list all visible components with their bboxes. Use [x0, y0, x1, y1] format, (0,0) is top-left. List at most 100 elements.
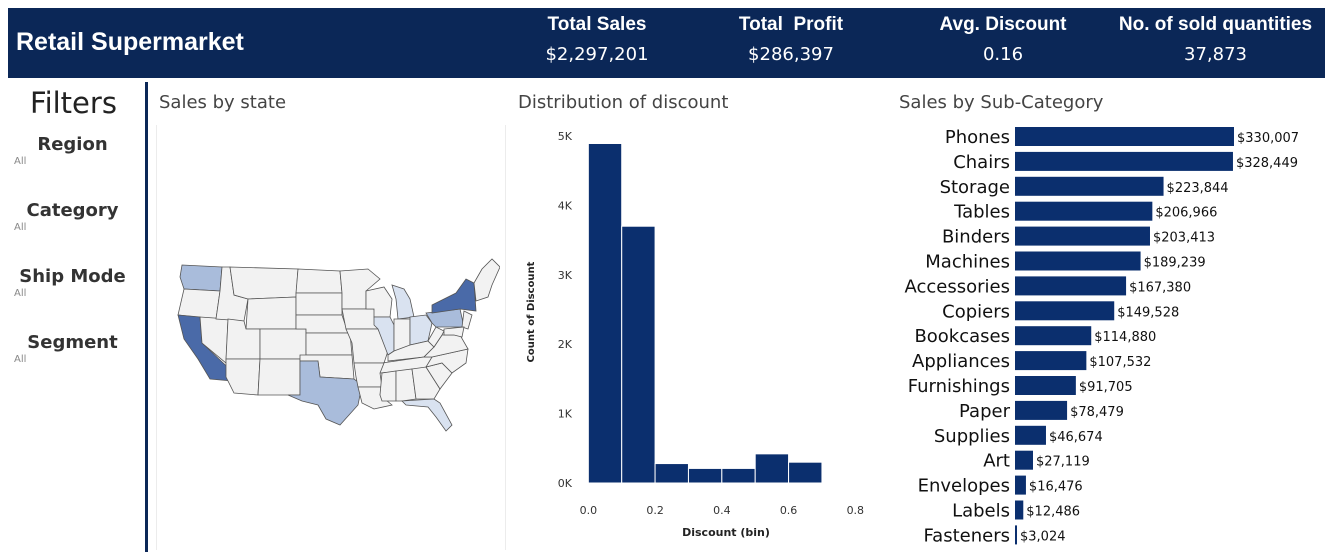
map-title: Sales by state — [159, 92, 287, 113]
histogram-bar[interactable] — [654, 463, 689, 484]
state-kansas[interactable] — [305, 332, 353, 356]
state-georgia[interactable] — [411, 366, 441, 400]
filter-label: Segment — [27, 332, 118, 353]
category-label: Accessories — [905, 276, 1011, 297]
histogram-bar[interactable] — [788, 461, 823, 484]
category-label: Fasteners — [923, 525, 1010, 546]
state-ohio[interactable] — [409, 314, 433, 346]
subcategory-bar[interactable] — [1015, 376, 1076, 395]
state-arkansas[interactable] — [353, 362, 385, 388]
state-south-dakota[interactable] — [295, 292, 343, 316]
subcategory-bar[interactable] — [1015, 525, 1018, 545]
kpi-avg-discount: Avg. Discount 0.16 — [928, 12, 1078, 72]
y-tick-label: 0K — [558, 477, 573, 490]
value-label: $3,024 — [1020, 529, 1066, 544]
value-label: $167,380 — [1129, 280, 1191, 295]
filter-label: Ship Mode — [19, 266, 126, 287]
category-label: Labels — [952, 501, 1010, 522]
value-label: $91,705 — [1079, 380, 1133, 395]
state-wyoming[interactable] — [245, 296, 297, 330]
x-tick-label: 0.6 — [780, 504, 798, 517]
state-washington[interactable] — [179, 264, 223, 292]
filter-segment[interactable]: Segment All — [0, 332, 145, 365]
panel-divider — [505, 125, 506, 550]
subcategory-bar[interactable] — [1015, 351, 1087, 371]
subcategory-bar[interactable] — [1015, 425, 1046, 445]
state-north-dakota[interactable] — [295, 268, 343, 294]
subcategory-bar[interactable] — [1015, 201, 1153, 221]
state-new-mexico[interactable] — [257, 358, 301, 396]
subcategory-bar[interactable] — [1015, 301, 1115, 321]
state-maryland[interactable] — [443, 326, 465, 338]
state-alabama[interactable] — [395, 368, 417, 402]
kpi-value: 0.16 — [982, 44, 1024, 65]
x-tick-label: 0.8 — [847, 504, 865, 517]
state-michigan[interactable] — [391, 284, 415, 320]
value-label: $189,239 — [1144, 256, 1206, 271]
header-banner: Retail Supermarket Total Sales $2,297,20… — [8, 8, 1325, 78]
state-mississippi[interactable] — [379, 370, 397, 402]
subcategory-bar-chart: Phones $330,007 Chairs $328,449 Storage $223,… — [905, 127, 1299, 546]
category-label: Paper — [959, 401, 1011, 422]
value-label: $330,007 — [1237, 131, 1299, 146]
x-tick-label: 0.0 — [580, 504, 598, 517]
subcategory-bar[interactable] — [1015, 500, 1024, 520]
filters-title: Filters — [30, 86, 117, 120]
value-label: $78,479 — [1070, 405, 1124, 420]
value-label: $203,413 — [1153, 231, 1215, 246]
state-arizona[interactable] — [225, 358, 261, 396]
subcategory-bar[interactable] — [1015, 127, 1234, 146]
state-new-york[interactable] — [431, 278, 477, 314]
value-label: $27,119 — [1036, 455, 1090, 470]
category-label: Furnishings — [908, 376, 1010, 397]
filter-region[interactable]: Region All — [0, 134, 145, 167]
filter-category[interactable]: Category All — [0, 200, 145, 233]
filter-label: Category — [26, 200, 119, 221]
histogram-bar[interactable] — [721, 467, 756, 484]
state-montana[interactable] — [229, 266, 299, 300]
kpi-total-profit: Total Profit $286,397 — [720, 12, 862, 72]
kpi-label: Avg. Discount — [939, 14, 1067, 35]
subcategory-bar[interactable] — [1015, 475, 1026, 495]
value-label: $223,844 — [1167, 181, 1229, 196]
histogram-bar[interactable] — [587, 142, 623, 484]
state-new-england[interactable] — [473, 258, 500, 302]
subcategory-bar[interactable] — [1015, 226, 1150, 246]
app-title: Retail Supermarket — [16, 28, 244, 56]
bar-chart-title: Sales by Sub-Category — [899, 92, 1104, 113]
filter-value[interactable]: All — [14, 222, 27, 233]
state-west-virginia[interactable] — [427, 326, 445, 348]
y-tick-label: 1K — [558, 408, 573, 421]
histogram-bar[interactable] — [754, 453, 790, 484]
kpi-sold-quantities: No. of sold quantities 37,873 — [1108, 12, 1323, 72]
state-florida[interactable] — [401, 398, 453, 432]
value-label: $206,966 — [1155, 206, 1217, 221]
state-oregon[interactable] — [177, 288, 221, 320]
filter-value[interactable]: All — [14, 288, 27, 299]
state-texas[interactable] — [287, 360, 363, 426]
kpi-total-sales: Total Sales $2,297,201 — [526, 12, 668, 72]
filter-value[interactable]: All — [14, 354, 27, 365]
state-colorado[interactable] — [259, 328, 307, 360]
y-tick-label: 2K — [558, 338, 573, 351]
subcategory-bar[interactable] — [1015, 251, 1141, 271]
histogram-bar[interactable] — [687, 467, 723, 484]
filter-value[interactable]: All — [14, 156, 27, 167]
value-label: $328,449 — [1236, 156, 1298, 171]
category-label: Phones — [945, 127, 1010, 148]
kpi-label: Total Profit — [738, 14, 844, 35]
filters-panel: Filters Region All Category All Ship Mod… — [0, 82, 148, 552]
subcategory-bar[interactable] — [1015, 176, 1164, 196]
state-iowa[interactable] — [341, 308, 379, 330]
kpi-label: Total Sales — [547, 14, 647, 35]
histogram-bar[interactable] — [621, 225, 656, 484]
filter-ship-mode[interactable]: Ship Mode All — [0, 266, 145, 299]
us-state-map[interactable] — [170, 255, 500, 435]
subcategory-bar[interactable] — [1015, 450, 1033, 470]
y-tick-label: 5K — [558, 130, 573, 143]
subcategory-bar[interactable] — [1015, 326, 1092, 346]
subcategory-bar[interactable] — [1015, 276, 1127, 296]
subcategory-bar[interactable] — [1015, 400, 1068, 420]
state-new-jersey[interactable] — [461, 310, 473, 330]
subcategory-bar[interactable] — [1015, 151, 1233, 171]
